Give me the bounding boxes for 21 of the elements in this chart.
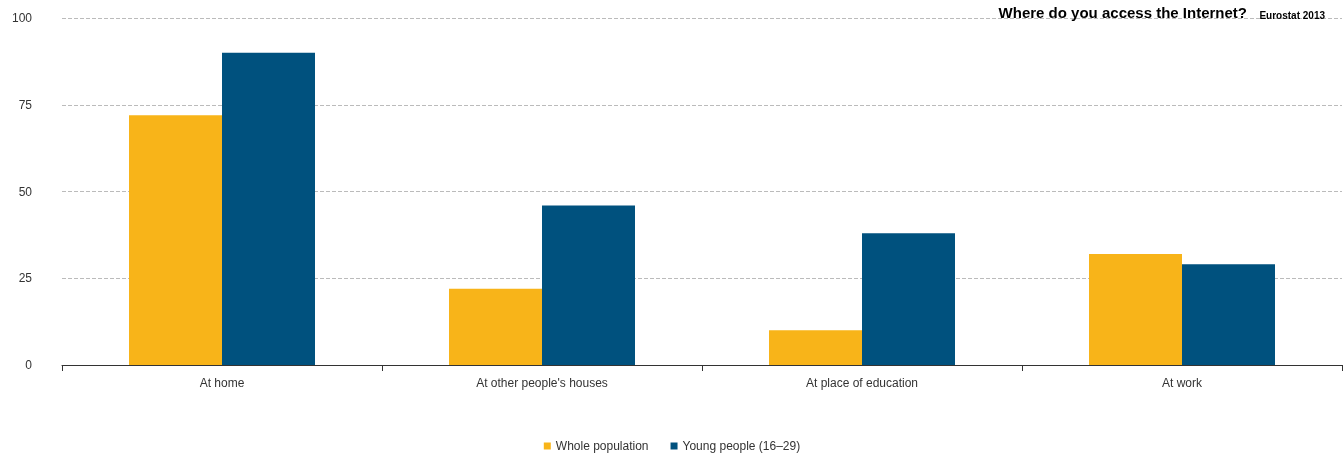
x-tick-label: At home [199, 376, 245, 390]
legend-label: Young people (16–29) [682, 439, 801, 453]
legend-label: Whole population [555, 439, 649, 453]
chart-title: Where do you access the Internet? [998, 4, 1248, 21]
x-tick-label: At other people's houses [476, 376, 608, 390]
bar [1089, 253, 1182, 365]
y-tick-label: 0 [25, 358, 33, 372]
y-tick-label: 75 [18, 97, 33, 112]
bar [129, 115, 222, 365]
y-tick-label: 100 [11, 11, 33, 25]
chart-subtitle: Eurostat 2013 [1259, 9, 1326, 21]
y-tick-label: 50 [18, 184, 33, 199]
bar [862, 233, 955, 365]
x-tick-label: At place of education [805, 376, 919, 390]
bar [769, 330, 862, 365]
bar [449, 288, 542, 365]
y-tick-label: 25 [18, 271, 33, 286]
bar [222, 52, 315, 365]
bar [542, 205, 635, 365]
bar [1182, 264, 1275, 365]
x-tick-label: At work [1161, 376, 1203, 390]
